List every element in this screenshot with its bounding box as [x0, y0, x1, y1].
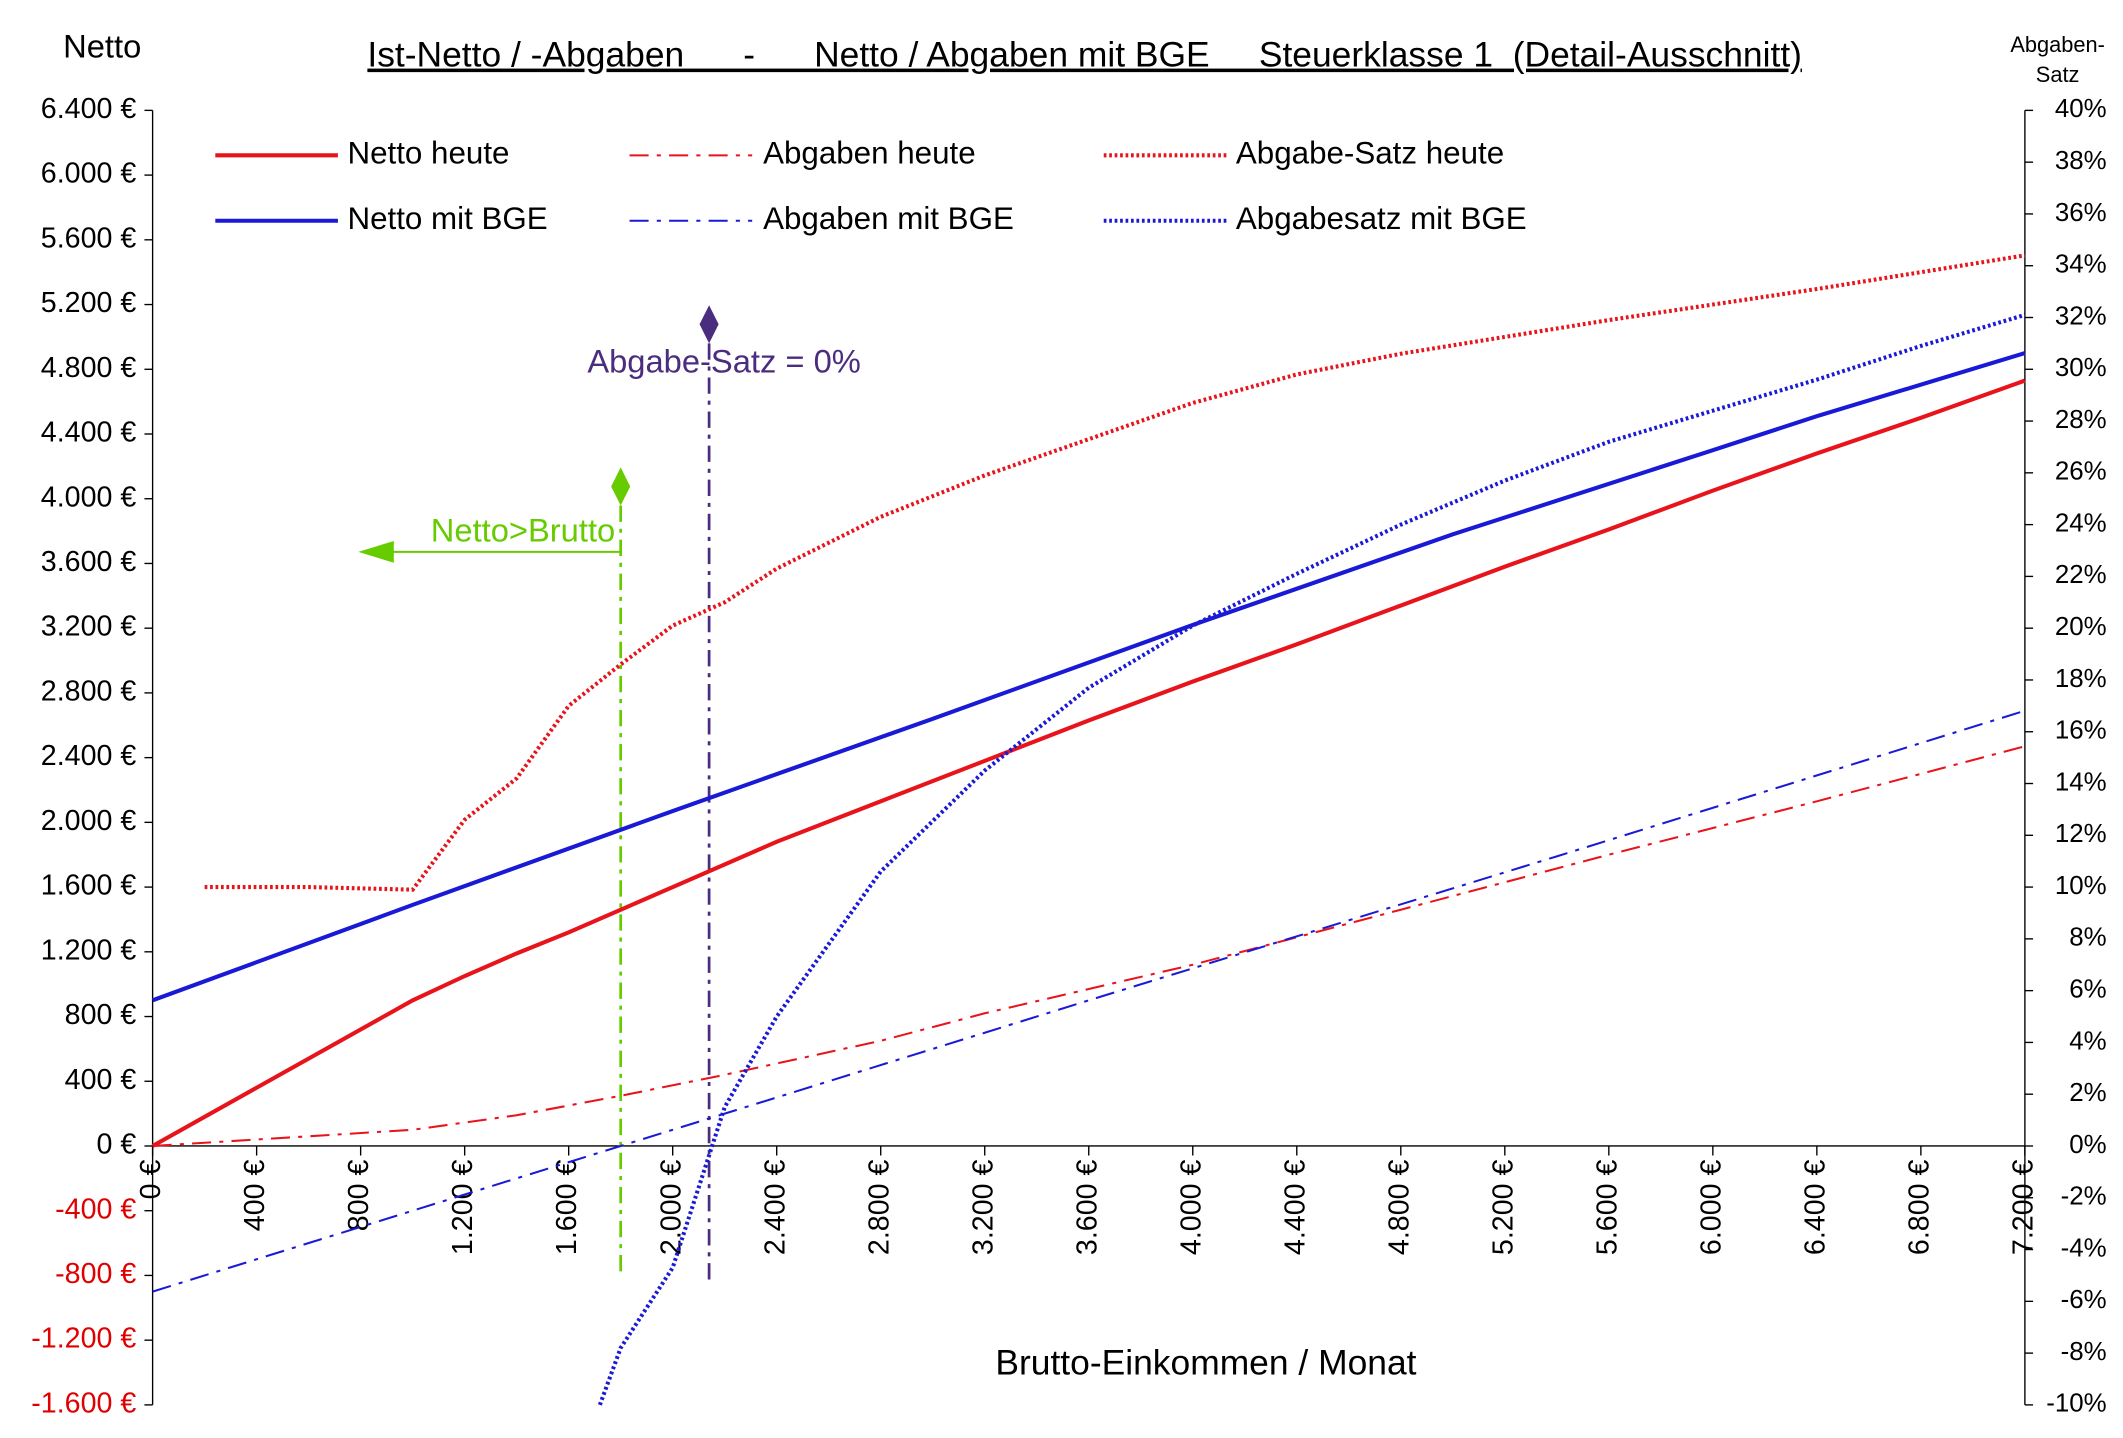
- y2-tick-label: 2%: [2069, 1079, 2106, 1107]
- y-tick-label: 4.000 €: [41, 481, 137, 513]
- legend-label: Netto heute: [347, 136, 509, 171]
- series-line: [152, 709, 2026, 1293]
- y-tick-label: 1.600 €: [41, 870, 137, 902]
- y-tick-label: 0 €: [96, 1129, 136, 1161]
- y-tick-label: 5.200 €: [41, 287, 137, 319]
- series-line: [204, 253, 2026, 892]
- y-tick-label: 2.400 €: [41, 740, 137, 772]
- x-tick-label: 3.600 €: [1071, 1160, 1103, 1256]
- y-tick-label: 1.200 €: [41, 934, 137, 966]
- y2-tick-label: 8%: [2069, 924, 2106, 952]
- annotation-text: Abgabe-Satz = 0%: [587, 342, 860, 379]
- y2-axis-label: Abgaben-: [2010, 32, 2105, 57]
- y2-tick-label: 0%: [2069, 1131, 2106, 1159]
- y-tick-label: 4.800 €: [41, 352, 137, 384]
- y2-tick-label: 24%: [2055, 509, 2107, 537]
- y2-tick-label: 18%: [2055, 665, 2107, 693]
- x-tick-label: 1.200 €: [447, 1160, 479, 1256]
- y2-tick-label: 12%: [2055, 820, 2107, 848]
- y2-tick-label: 22%: [2055, 561, 2107, 589]
- y2-tick-label: -8%: [2061, 1338, 2107, 1366]
- x-tick-label: 5.600 €: [1591, 1160, 1623, 1256]
- x-tick-label: 2.800 €: [863, 1160, 895, 1256]
- y-tick-label: 6.400 €: [41, 93, 137, 125]
- x-tick-label: 6.000 €: [1695, 1160, 1727, 1256]
- annotation-text: Netto>Brutto: [431, 511, 615, 548]
- y-tick-label: 2.000 €: [41, 805, 137, 837]
- y2-tick-label: 40%: [2055, 95, 2107, 123]
- y2-tick-label: 28%: [2055, 406, 2107, 434]
- x-tick-label: 4.800 €: [1383, 1160, 1415, 1256]
- x-tick-label: 6.800 €: [1903, 1160, 1935, 1256]
- x-tick-label: 2.000 €: [655, 1160, 687, 1256]
- y-tick-label: 5.600 €: [41, 222, 137, 254]
- legend-label: Netto mit BGE: [347, 201, 547, 236]
- y2-tick-label: 32%: [2055, 302, 2107, 330]
- legend-label: Abgabe-Satz heute: [1236, 136, 1504, 171]
- y-tick-label: 800 €: [65, 999, 137, 1031]
- y2-tick-label: 20%: [2055, 613, 2107, 641]
- series-line: [151, 351, 2026, 1003]
- y2-tick-label: 38%: [2055, 147, 2107, 175]
- y2-tick-label: 30%: [2055, 354, 2107, 382]
- series-line: [152, 745, 2026, 1148]
- series-line: [151, 378, 2026, 1148]
- x-tick-label: 400 €: [239, 1160, 271, 1232]
- y-tick-label: -800 €: [55, 1258, 136, 1290]
- x-axis-label: Brutto-Einkommen / Monat: [995, 1343, 1416, 1383]
- chart-title: Ist-Netto / -Abgaben - Netto / Abgaben m…: [367, 35, 1802, 75]
- legend-label: Abgaben heute: [763, 136, 976, 171]
- y-tick-label: 400 €: [65, 1064, 137, 1096]
- y2-tick-label: 14%: [2055, 768, 2107, 796]
- legend-label: Abgaben mit BGE: [763, 201, 1014, 236]
- y-tick-label: 3.200 €: [41, 611, 137, 643]
- y2-tick-label: 26%: [2055, 458, 2107, 486]
- x-tick-label: 6.400 €: [1799, 1160, 1831, 1256]
- x-tick-label: 0 €: [135, 1160, 167, 1200]
- annotation-diamond: [611, 467, 631, 506]
- legend-label: Abgabesatz mit BGE: [1236, 201, 1527, 236]
- y-tick-label: -1.600 €: [31, 1387, 136, 1419]
- x-tick-label: 1.600 €: [551, 1160, 583, 1256]
- y2-tick-label: -4%: [2061, 1234, 2107, 1262]
- y-tick-label: 3.600 €: [41, 546, 137, 578]
- x-tick-label: 800 €: [343, 1160, 375, 1232]
- x-tick-label: 3.200 €: [967, 1160, 999, 1256]
- series-line: [597, 312, 2026, 1406]
- y-tick-label: -400 €: [55, 1193, 136, 1225]
- y-tick-label: 6.000 €: [41, 158, 137, 190]
- y-tick-label: 4.400 €: [41, 417, 137, 449]
- x-tick-label: 7.200 €: [2007, 1160, 2039, 1256]
- x-tick-label: 5.200 €: [1487, 1160, 1519, 1256]
- y2-tick-label: -6%: [2061, 1286, 2107, 1314]
- x-tick-label: 4.400 €: [1279, 1160, 1311, 1256]
- y2-tick-label: 10%: [2055, 872, 2107, 900]
- y2-tick-label: 36%: [2055, 199, 2107, 227]
- y2-tick-label: -2%: [2061, 1183, 2107, 1211]
- y-tick-label: 2.800 €: [41, 675, 137, 707]
- y2-tick-label: 4%: [2069, 1027, 2106, 1055]
- x-tick-label: 2.400 €: [759, 1160, 791, 1256]
- y2-tick-label: 6%: [2069, 975, 2106, 1003]
- annotation-arrowhead: [358, 540, 394, 563]
- y2-tick-label: -10%: [2046, 1390, 2106, 1418]
- y2-tick-label: 34%: [2055, 251, 2107, 279]
- y-tick-label: -1.200 €: [31, 1323, 136, 1355]
- y-axis-label: Netto: [63, 28, 141, 65]
- annotation-diamond: [699, 305, 719, 344]
- y2-tick-label: 16%: [2055, 717, 2107, 745]
- x-tick-label: 4.000 €: [1175, 1160, 1207, 1256]
- y2-axis-label: Satz: [2036, 62, 2080, 87]
